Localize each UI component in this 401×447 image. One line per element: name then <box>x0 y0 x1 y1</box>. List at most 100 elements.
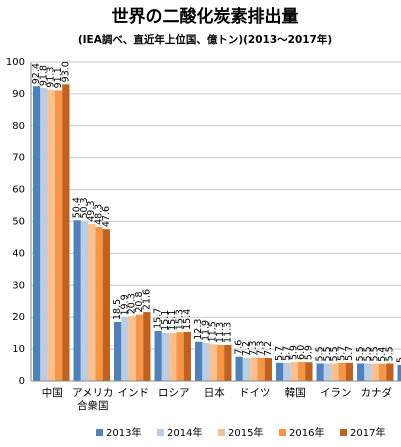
value-label: 91.3 <box>46 67 57 88</box>
bar <box>54 90 63 382</box>
value-label: 5.5 <box>329 346 340 361</box>
bar <box>264 358 272 381</box>
bar <box>169 332 177 381</box>
value-label: 50.4 <box>72 197 83 218</box>
bar <box>276 362 284 381</box>
bar <box>62 84 70 381</box>
bar <box>331 363 339 381</box>
bar <box>73 220 81 381</box>
bar <box>95 226 103 381</box>
value-label: 11.3 <box>215 322 226 343</box>
value-label: 5.4 <box>377 347 388 362</box>
value-label: 15.1 <box>167 310 178 331</box>
value-label: 5.9 <box>289 345 300 360</box>
bar <box>323 363 332 381</box>
value-label: 12.3 <box>193 319 204 340</box>
bar <box>290 362 298 381</box>
bar <box>80 220 89 381</box>
value-label: 6.0 <box>296 345 307 360</box>
x-tick-label-box: アメリカ合衆国 <box>72 387 113 412</box>
bar <box>397 365 401 381</box>
value-label: 92.4 <box>31 63 42 84</box>
bar <box>250 357 258 381</box>
x-tick-label-box: 韓国 <box>284 387 306 399</box>
bar <box>202 343 210 381</box>
value-label: 21.6 <box>141 289 152 310</box>
value-label: 18.5 <box>112 299 123 320</box>
value-label: 7.6 <box>234 340 245 355</box>
value-label: 5.5 <box>315 346 326 361</box>
bar <box>386 363 394 381</box>
bar <box>224 344 232 381</box>
value-label: 5.9 <box>303 345 314 360</box>
x-tick-label-box: ドイツ <box>239 387 271 399</box>
bar <box>135 314 144 381</box>
value-label: 15.4 <box>182 309 193 330</box>
bar <box>297 361 306 381</box>
value-label: 5.7 <box>281 346 292 361</box>
legend-label: 2013年 <box>106 426 141 439</box>
x-tick-label-box: イラン <box>320 387 352 399</box>
x-tick-label: ドイツ <box>239 387 271 399</box>
y-tick-label: 10 <box>12 344 25 355</box>
y-tick-label: 80 <box>12 121 25 132</box>
value-label: 49.3 <box>86 201 97 222</box>
x-tick-label-box: ロシア <box>158 387 190 399</box>
value-label: 48.3 <box>94 204 105 225</box>
legend-label: 2017年 <box>350 426 385 439</box>
bar <box>143 312 151 381</box>
x-tick-label: イラン <box>320 387 352 399</box>
legend-swatch <box>340 429 347 436</box>
value-label: 5.5 <box>355 346 366 361</box>
bar <box>235 356 243 381</box>
chart-subtitle: (IEA調べ、直近年上位国、億トン)(2013～2017年) <box>78 33 332 46</box>
bar <box>176 332 184 381</box>
bar <box>114 321 122 381</box>
x-tick-label-box: インド <box>118 387 150 399</box>
legend-swatch <box>279 429 286 436</box>
bar <box>338 362 346 381</box>
bar <box>33 86 41 381</box>
chart-title: 世界の二酸化炭素排出量 <box>112 6 299 27</box>
bar <box>183 331 191 381</box>
value-label: 19.9 <box>119 294 130 315</box>
bar <box>88 223 96 381</box>
bar <box>154 330 162 381</box>
bar <box>47 89 55 382</box>
bar <box>357 363 365 381</box>
bar <box>242 358 251 381</box>
value-label: 5.7 <box>344 346 355 361</box>
bar <box>40 88 48 382</box>
value-label: 11.5 <box>208 321 219 342</box>
y-tick-label: 0 <box>19 376 25 387</box>
bar <box>128 316 136 381</box>
value-label: 91.8 <box>38 65 49 86</box>
bar <box>102 229 110 381</box>
value-label: 5.7 <box>274 346 285 361</box>
y-tick-label: 40 <box>12 248 25 259</box>
legend-label: 2015年 <box>228 426 263 439</box>
bar <box>161 332 170 381</box>
legend-swatch <box>218 429 225 436</box>
value-label: 20.3 <box>127 293 138 314</box>
x-tick-label: 中国 <box>41 387 63 399</box>
bar <box>283 362 291 381</box>
x-tick-label: 日本 <box>203 387 225 399</box>
legend-label: 2014年 <box>167 426 202 439</box>
bar <box>195 341 203 381</box>
value-label: 7.2 <box>241 341 252 356</box>
value-label: 11.3 <box>222 322 233 343</box>
x-tick-label: 韓国 <box>284 387 306 399</box>
value-label: 11.9 <box>200 320 211 341</box>
bar <box>209 344 217 381</box>
y-tick-label: 30 <box>12 280 25 291</box>
value-label: 50.3 <box>79 197 90 218</box>
bar <box>371 363 379 381</box>
y-tick-label: 60 <box>12 185 25 196</box>
y-tick-label: 50 <box>12 217 25 228</box>
x-tick-label: カナダ <box>360 387 393 399</box>
bar <box>364 363 372 381</box>
bar <box>345 362 353 381</box>
x-tick-label-box: 中国 <box>41 387 63 399</box>
